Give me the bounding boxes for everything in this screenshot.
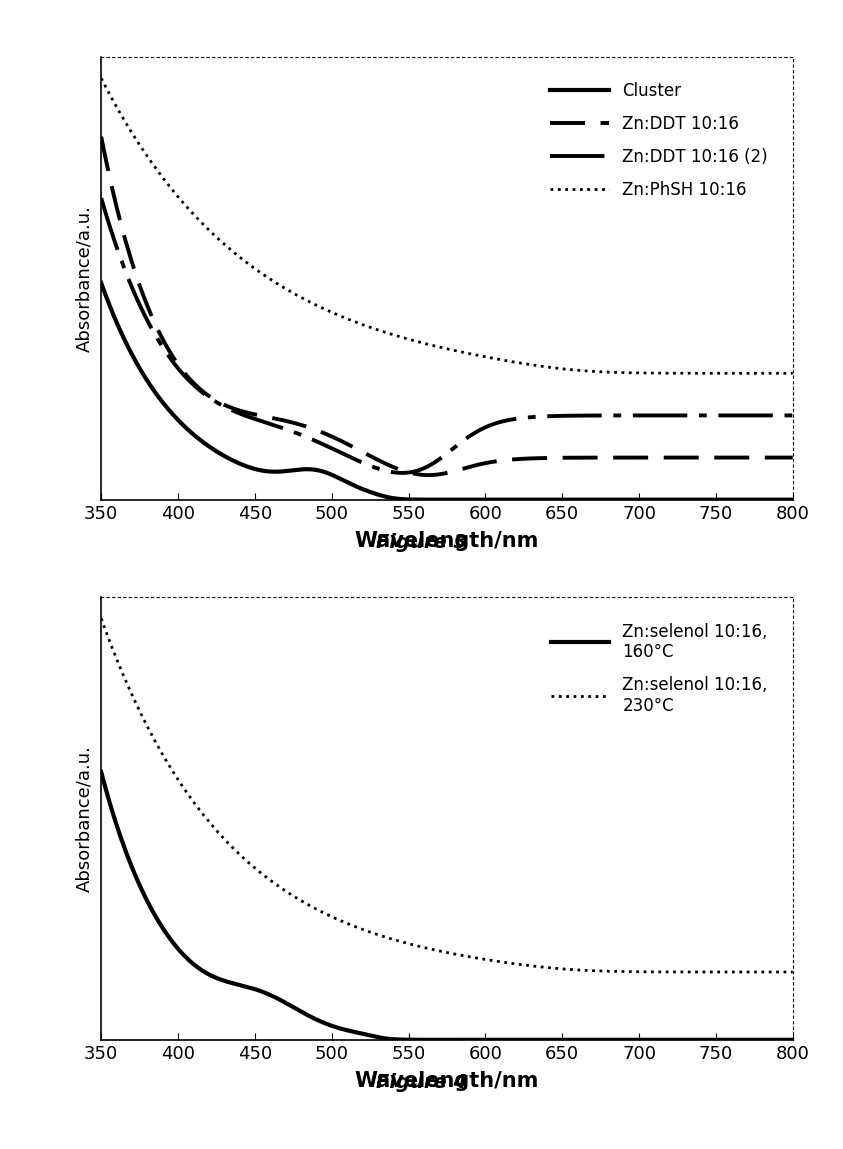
Zn:PhSH 10:16 (432, 340, 443, 354)
Line: Cluster: Cluster (101, 283, 792, 500)
Zn:DDT 10:16 (2) (397, 466, 407, 480)
Zn:DDT 10:16 (423, 469, 433, 483)
Zn:DDT 10:16 (132, 270, 142, 284)
Line: Zn:PhSH 10:16: Zn:PhSH 10:16 (101, 78, 792, 373)
Zn:DDT 10:16 (641, 450, 651, 464)
Zn:DDT 10:16 (2) (132, 291, 142, 304)
Cluster (767, 493, 777, 507)
Zn:DDT 10:16 (768, 450, 778, 464)
Zn:selenol 10:16,
230°C (720, 965, 730, 979)
Zn:DDT 10:16 (96, 130, 106, 144)
Zn:DDT 10:16 (2) (641, 409, 651, 423)
Zn:PhSH 10:16 (768, 367, 778, 380)
Zn:DDT 10:16 (414, 468, 424, 481)
Zn:DDT 10:16 (767, 450, 777, 464)
Cluster (432, 493, 443, 507)
Zn:selenol 10:16,
160°C (96, 765, 106, 779)
Line: Zn:DDT 10:16 (2): Zn:DDT 10:16 (2) (101, 198, 792, 473)
Zn:DDT 10:16 (2) (768, 409, 778, 423)
Cluster (787, 493, 797, 507)
Zn:DDT 10:16 (2) (767, 409, 777, 423)
Zn:PhSH 10:16 (414, 336, 424, 349)
Y-axis label: Absorbance/a.u.: Absorbance/a.u. (75, 206, 93, 352)
X-axis label: Wavelength/nm: Wavelength/nm (355, 531, 539, 552)
X-axis label: Wavelength/nm: Wavelength/nm (355, 1071, 539, 1092)
Zn:DDT 10:16 (432, 468, 443, 481)
Zn:DDT 10:16 (2) (787, 409, 797, 423)
Zn:selenol 10:16,
230°C (767, 965, 777, 979)
Zn:DDT 10:16 (2) (432, 454, 443, 468)
Cluster (414, 493, 424, 507)
Legend: Zn:selenol 10:16,
160°C, Zn:selenol 10:16,
230°C: Zn:selenol 10:16, 160°C, Zn:selenol 10:1… (534, 606, 784, 732)
Cluster (96, 276, 106, 290)
Zn:PhSH 10:16 (732, 367, 742, 380)
Cluster (641, 493, 651, 507)
Zn:DDT 10:16 (2) (96, 191, 106, 205)
Zn:selenol 10:16,
230°C (787, 965, 797, 979)
Zn:selenol 10:16,
230°C (132, 697, 142, 711)
Zn:selenol 10:16,
230°C (414, 940, 424, 954)
Zn:selenol 10:16,
230°C (641, 965, 651, 979)
Cluster (132, 356, 142, 370)
Zn:DDT 10:16 (787, 450, 797, 464)
Text: Figure 3: Figure 3 (376, 533, 467, 552)
Legend: Cluster, Zn:DDT 10:16, Zn:DDT 10:16 (2), Zn:PhSH 10:16: Cluster, Zn:DDT 10:16, Zn:DDT 10:16 (2),… (534, 65, 784, 216)
Zn:PhSH 10:16 (767, 367, 777, 380)
Line: Zn:selenol 10:16,
160°C: Zn:selenol 10:16, 160°C (101, 772, 792, 1040)
Zn:DDT 10:16 (2) (414, 463, 424, 477)
Zn:selenol 10:16,
160°C (767, 1033, 777, 1047)
Zn:selenol 10:16,
160°C (414, 1033, 424, 1047)
Zn:selenol 10:16,
230°C (432, 943, 443, 957)
Y-axis label: Absorbance/a.u.: Absorbance/a.u. (75, 746, 93, 892)
Zn:selenol 10:16,
230°C (96, 611, 106, 625)
Line: Zn:DDT 10:16: Zn:DDT 10:16 (101, 137, 792, 476)
Zn:PhSH 10:16 (96, 71, 106, 85)
Line: Zn:selenol 10:16,
230°C: Zn:selenol 10:16, 230°C (101, 618, 792, 972)
Text: Figure 4: Figure 4 (376, 1073, 467, 1092)
Zn:selenol 10:16,
230°C (768, 965, 778, 979)
Zn:selenol 10:16,
160°C (132, 871, 142, 885)
Zn:selenol 10:16,
160°C (787, 1033, 797, 1047)
Zn:PhSH 10:16 (787, 367, 797, 380)
Zn:selenol 10:16,
160°C (641, 1033, 651, 1047)
Zn:PhSH 10:16 (641, 367, 651, 380)
Zn:selenol 10:16,
160°C (767, 1033, 777, 1047)
Cluster (767, 493, 777, 507)
Zn:selenol 10:16,
160°C (432, 1033, 443, 1047)
Zn:PhSH 10:16 (132, 133, 142, 147)
